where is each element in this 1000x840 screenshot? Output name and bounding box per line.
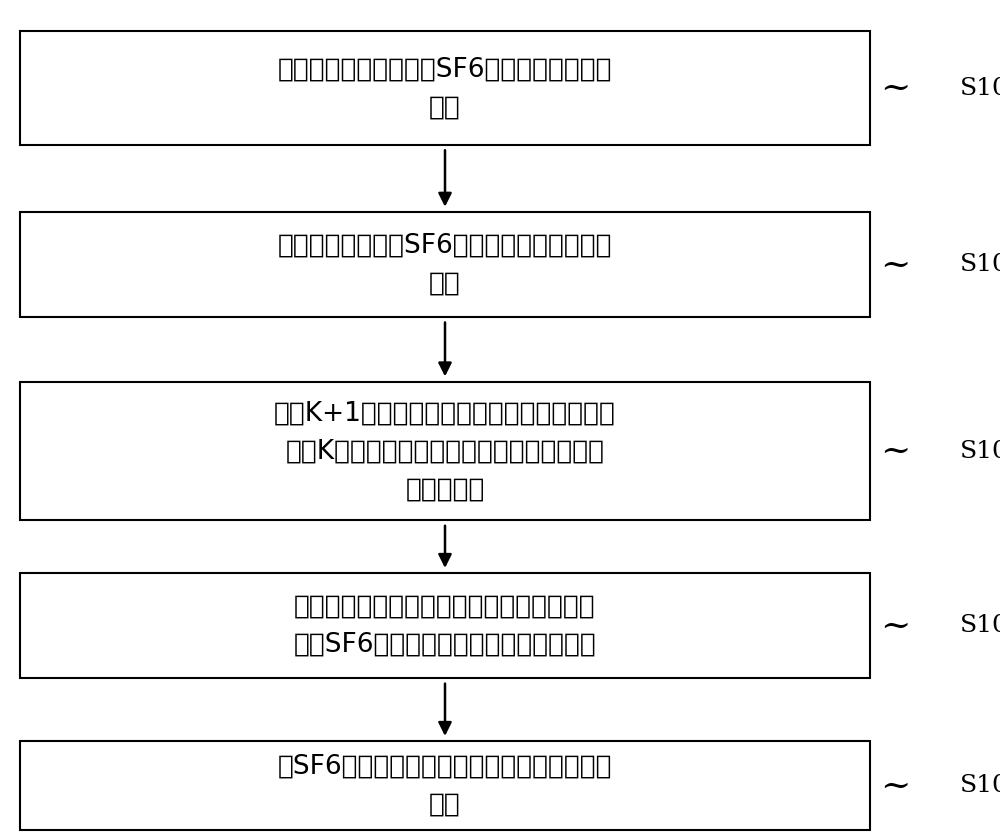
Text: S104: S104: [960, 614, 1000, 638]
Bar: [20, 742, 870, 830]
Bar: [20, 212, 870, 317]
Text: S105: S105: [960, 774, 1000, 797]
Text: ~: ~: [880, 609, 910, 643]
Text: ~: ~: [880, 434, 910, 468]
Text: ~: ~: [880, 248, 910, 281]
Text: S103: S103: [960, 439, 1000, 463]
Text: 获取位移传感器采集的SF6气压表指针的位置
信息: 获取位移传感器采集的SF6气压表指针的位置 信息: [278, 56, 612, 120]
Text: ~: ~: [880, 71, 910, 105]
Text: ~: ~: [880, 769, 910, 802]
Bar: [20, 31, 870, 144]
Text: 在压强差值小于零时，基于气体压强的变化
确定SF6气体绝缘设备是否存在气体泄漏: 在压强差值小于零时，基于气体压强的变化 确定SF6气体绝缘设备是否存在气体泄漏: [294, 594, 596, 658]
Bar: [20, 381, 870, 520]
Text: 在SF6气体绝缘设备存在气体泄漏时发出警告
信息: 在SF6气体绝缘设备存在气体泄漏时发出警告 信息: [278, 753, 612, 817]
Text: 将第K+1次获取的位置信息对应的气体压强减
去第K次获取的位置信息对应的气体压强，得
到压强差值: 将第K+1次获取的位置信息对应的气体压强减 去第K次获取的位置信息对应的气体压强…: [274, 400, 616, 502]
Text: 基于位置信息确定SF6气体绝缘设备内的气体
压强: 基于位置信息确定SF6气体绝缘设备内的气体 压强: [278, 233, 612, 297]
Text: S102: S102: [960, 253, 1000, 276]
Text: S101: S101: [960, 76, 1000, 100]
Bar: [20, 573, 870, 679]
